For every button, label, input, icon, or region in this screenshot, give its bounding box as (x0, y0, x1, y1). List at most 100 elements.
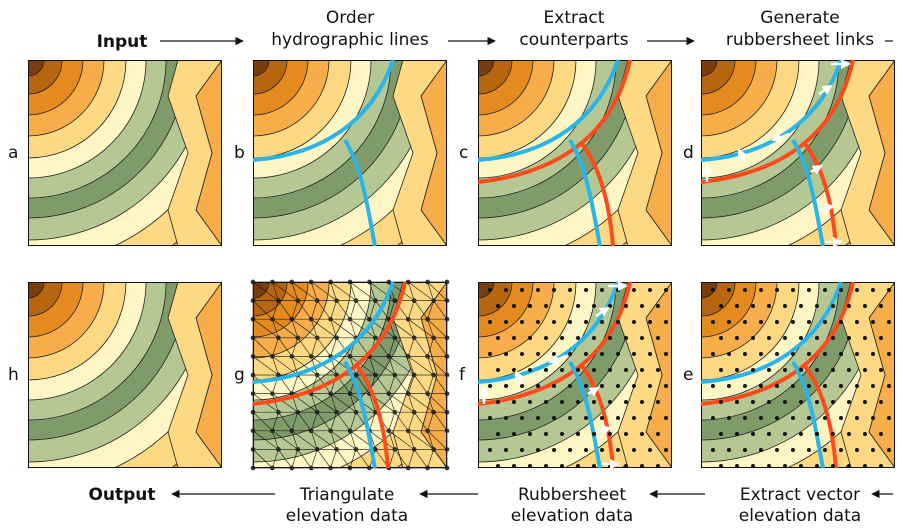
point (783, 336, 787, 340)
point (648, 352, 652, 356)
step-label: hydrographic lines (271, 30, 429, 50)
point (528, 336, 532, 340)
point (815, 368, 819, 372)
point (632, 384, 636, 388)
point (664, 288, 668, 292)
point (528, 432, 532, 436)
point (624, 464, 628, 468)
panel-letter: d (683, 143, 694, 163)
point (632, 288, 636, 292)
point (879, 464, 883, 468)
point (488, 320, 492, 324)
point (584, 448, 588, 452)
point (560, 432, 564, 436)
point (616, 448, 620, 452)
point (512, 368, 516, 372)
point (536, 320, 540, 324)
point (871, 448, 875, 452)
diagram: abcdhgfeInputOrderhydrographic linesExtr… (0, 0, 897, 526)
point (863, 368, 867, 372)
point (616, 288, 620, 292)
point (823, 416, 827, 420)
point (775, 384, 779, 388)
point (839, 384, 843, 388)
point (656, 336, 660, 340)
point (512, 336, 516, 340)
point (863, 400, 867, 404)
point (600, 384, 604, 388)
point (496, 400, 500, 404)
point (624, 304, 628, 308)
point (648, 288, 652, 292)
point (664, 448, 668, 452)
step-label: Input (97, 32, 148, 52)
point (799, 368, 803, 372)
point (584, 288, 588, 292)
point (735, 464, 739, 468)
point (528, 304, 532, 308)
point (648, 448, 652, 452)
point (656, 432, 660, 436)
step-label: Rubbersheet (518, 485, 626, 505)
point (608, 304, 612, 308)
step-label: Extract (544, 8, 605, 28)
point (807, 288, 811, 292)
point (831, 400, 835, 404)
point (743, 416, 747, 420)
step-label: Output (88, 485, 155, 505)
point (871, 320, 875, 324)
point (727, 416, 731, 420)
point (568, 416, 572, 420)
point (823, 448, 827, 452)
point (536, 416, 540, 420)
panel-letter: g (234, 365, 245, 385)
panel-letter: f (459, 365, 466, 385)
point (664, 352, 668, 356)
point (775, 320, 779, 324)
point (839, 448, 843, 452)
point (743, 288, 747, 292)
point (727, 352, 731, 356)
point (711, 448, 715, 452)
point (608, 336, 612, 340)
point (839, 288, 843, 292)
point (815, 432, 819, 436)
point (496, 304, 500, 308)
point (847, 400, 851, 404)
point (520, 288, 524, 292)
point (592, 464, 596, 468)
point (719, 400, 723, 404)
point (887, 384, 891, 388)
point (544, 464, 548, 468)
point (879, 336, 883, 340)
point (528, 368, 532, 372)
point (640, 464, 644, 468)
point (775, 448, 779, 452)
point (831, 368, 835, 372)
point (823, 384, 827, 388)
step-label: Triangulate (299, 485, 395, 505)
point (608, 432, 612, 436)
point (735, 432, 739, 436)
point (592, 400, 596, 404)
point (855, 416, 859, 420)
point (512, 400, 516, 404)
point (664, 384, 668, 388)
point (528, 400, 532, 404)
point (552, 416, 556, 420)
point (759, 320, 763, 324)
point (783, 400, 787, 404)
point (799, 464, 803, 468)
point (831, 304, 835, 308)
point (544, 304, 548, 308)
point (871, 416, 875, 420)
point (719, 464, 723, 468)
point (759, 448, 763, 452)
point (616, 384, 620, 388)
point (656, 400, 660, 404)
point (855, 384, 859, 388)
point (863, 432, 867, 436)
point (847, 304, 851, 308)
point (592, 432, 596, 436)
point (488, 352, 492, 356)
